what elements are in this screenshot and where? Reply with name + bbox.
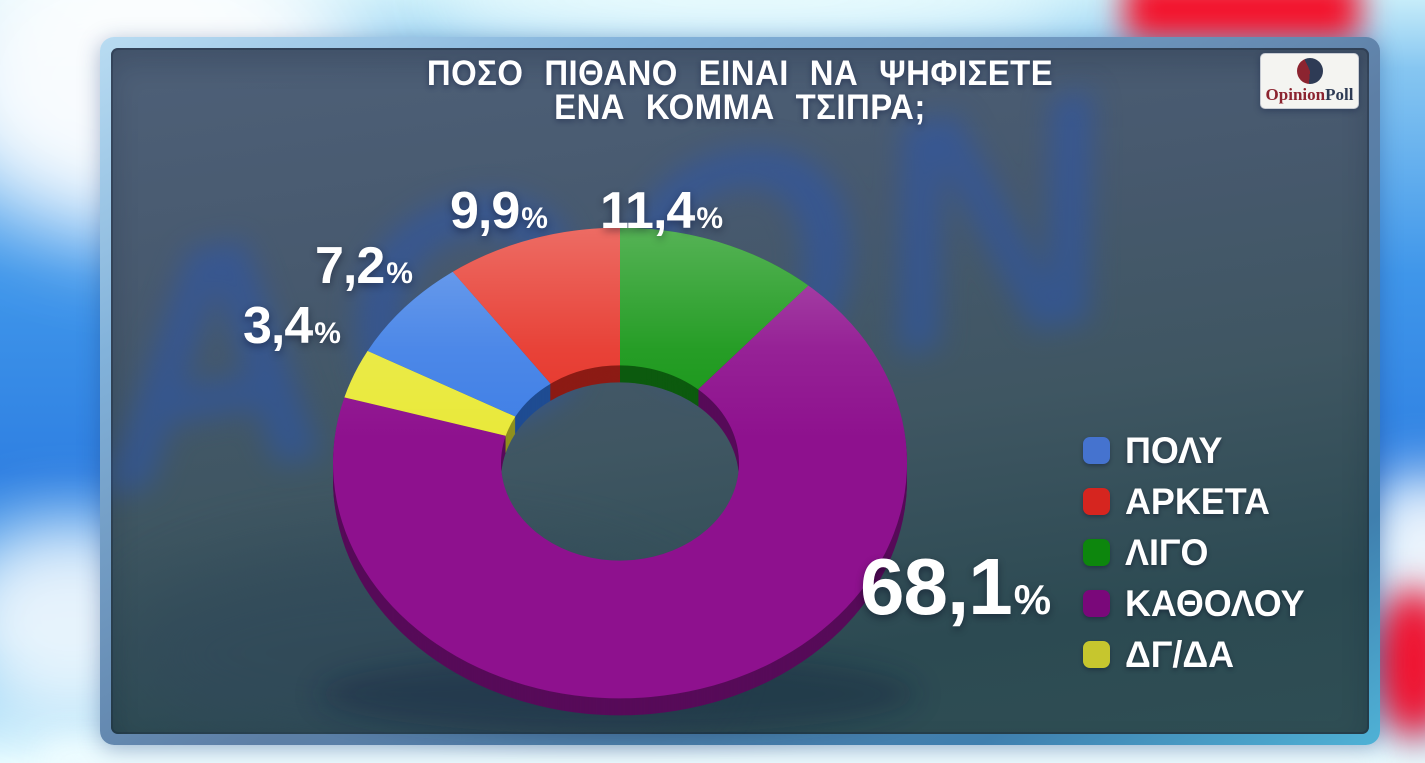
legend-label-ligo: ΛΙΓΟ bbox=[1125, 532, 1209, 573]
legend-swatch-poly bbox=[1083, 437, 1110, 464]
logo-text-opinion: Opinion bbox=[1265, 85, 1326, 104]
donut-slices bbox=[333, 227, 908, 716]
legend-label-poly: ΠΟΛΥ bbox=[1125, 430, 1223, 471]
percent-sign: % bbox=[386, 257, 413, 290]
red-shape-top-right bbox=[1125, 0, 1360, 40]
legend-item-arketa: ΑΡΚΕΤΑ bbox=[1083, 481, 1310, 522]
logo-pie-icon bbox=[1296, 58, 1323, 84]
legend-swatch-ligo bbox=[1083, 539, 1110, 566]
percent-sign: % bbox=[521, 202, 548, 235]
legend-label-arketa: ΑΡΚΕΤΑ bbox=[1125, 481, 1270, 522]
legend-item-katholou: ΚΑΘΟΛΟΥ bbox=[1083, 583, 1310, 624]
legend-swatch-dgda bbox=[1083, 641, 1110, 668]
logo-text-poll: Poll bbox=[1325, 85, 1354, 104]
slice-value-poly: 7,2% bbox=[315, 237, 413, 295]
title-line-1: ΠΟΣΟ ΠΙΘΑΝΟ ΕΙΝΑΙ ΝΑ ΨΗΦΙΣΕΤΕ bbox=[426, 54, 1054, 93]
percent-sign: % bbox=[314, 317, 341, 350]
legend-swatch-katholou bbox=[1083, 590, 1110, 617]
percent-sign: % bbox=[1013, 576, 1052, 623]
slice-value-katholou: 68,1% bbox=[860, 542, 1052, 631]
logo-text: OpinionPoll bbox=[1261, 85, 1358, 105]
slice-value-dgda: 3,4% bbox=[243, 297, 341, 355]
title-line-2: ΕΝΑ ΚΟΜΜΑ ΤΣΙΠΡΑ; bbox=[554, 88, 926, 127]
chart-legend: ΠΟΛΥ ΑΡΚΕΤΑ ΛΙΓΟ ΚΑΘΟΛΟΥ ΔΓ/ΔΑ bbox=[1083, 430, 1310, 692]
legend-swatch-arketa bbox=[1083, 488, 1110, 515]
opinionpoll-logo: OpinionPoll bbox=[1260, 53, 1359, 109]
legend-label-katholou: ΚΑΘΟΛΟΥ bbox=[1125, 583, 1305, 624]
slice-value-ligo: 11,4% bbox=[600, 182, 724, 240]
poll-question-title: ΠΟΣΟ ΠΙΘΑΝΟ ΕΙΝΑΙ ΝΑ ΨΗΦΙΣΕΤΕ ΕΝΑ ΚΟΜΜΑ … bbox=[138, 54, 1341, 127]
legend-label-dgda: ΔΓ/ΔΑ bbox=[1125, 634, 1235, 675]
legend-item-poly: ΠΟΛΥ bbox=[1083, 430, 1310, 471]
percent-sign: % bbox=[696, 202, 724, 235]
white-glow-bottom bbox=[40, 740, 1380, 763]
slice-value-arketa: 9,9% bbox=[450, 182, 548, 240]
legend-item-dgda: ΔΓ/ΔΑ bbox=[1083, 634, 1310, 675]
legend-item-ligo: ΛΙΓΟ bbox=[1083, 532, 1310, 573]
